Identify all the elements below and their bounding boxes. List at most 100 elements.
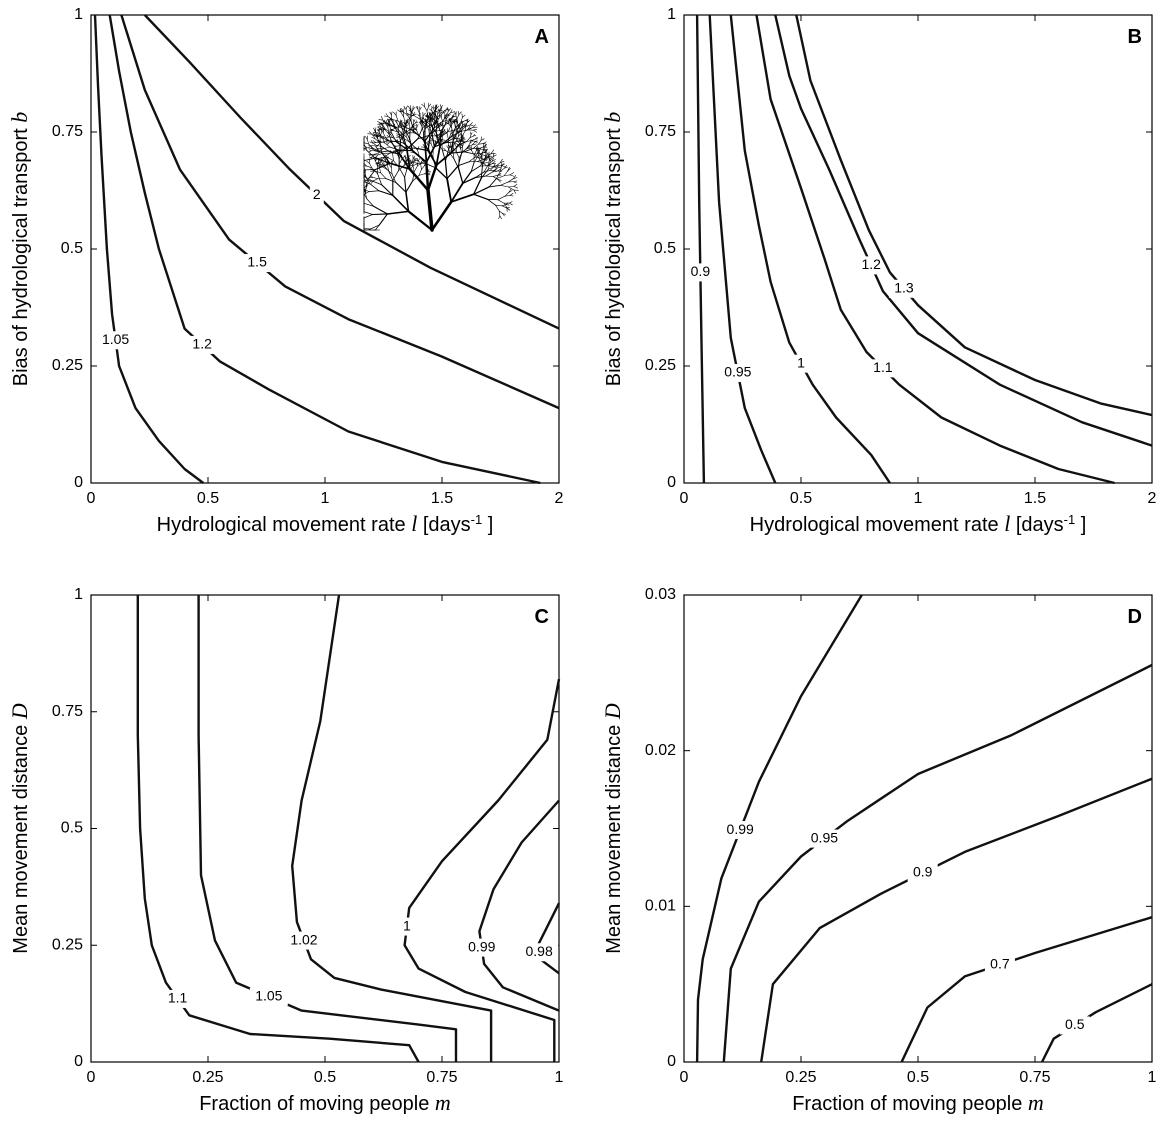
river-branch	[453, 130, 458, 132]
river-branch	[436, 132, 443, 137]
river-branch	[422, 143, 426, 148]
river-branch	[509, 172, 515, 176]
river-branch	[404, 167, 408, 178]
label-part: [days	[417, 514, 470, 536]
river-branch	[470, 161, 475, 173]
river-branch	[434, 139, 437, 145]
river-branch	[417, 128, 423, 140]
river-branch	[455, 144, 457, 148]
river-branch	[367, 139, 370, 145]
contour-label: 1.2	[192, 336, 212, 352]
river-branch	[436, 110, 438, 115]
river-branch	[452, 151, 455, 160]
river-branch	[434, 130, 442, 132]
river-branch	[389, 111, 392, 116]
river-branch	[375, 131, 377, 137]
plot-frame	[90, 14, 560, 484]
river-branch	[387, 126, 390, 135]
river-branch	[416, 129, 419, 136]
river-branch	[461, 142, 463, 147]
river-branch	[476, 147, 480, 151]
river-branch	[379, 142, 383, 153]
panel-label: B	[1128, 26, 1142, 48]
panel-label: D	[1128, 606, 1142, 628]
contour-line	[755, 14, 1115, 485]
river-branch	[381, 184, 394, 196]
contour-label-bg	[309, 186, 324, 205]
river-branch	[460, 126, 466, 132]
river-branch	[483, 144, 487, 148]
river-branch	[452, 133, 458, 142]
river-branch	[473, 193, 489, 200]
river-branch	[501, 204, 507, 207]
river-branch	[373, 148, 383, 153]
x-axis-label: Hydrological movement rate l [days-1 ]	[157, 511, 494, 536]
river-branch	[424, 140, 428, 164]
river-branch	[372, 177, 379, 179]
river-branch	[414, 146, 418, 151]
x-tick-label: 0.25	[785, 1069, 816, 1086]
river-branch	[503, 174, 511, 177]
river-branch	[460, 124, 463, 129]
river-branch	[450, 182, 464, 203]
river-branch	[405, 191, 410, 213]
river-branch	[420, 159, 423, 164]
river-branch	[430, 143, 434, 150]
river-branch	[439, 123, 443, 125]
river-branch	[363, 211, 373, 215]
river-branch	[487, 161, 493, 166]
river-branch	[478, 146, 484, 149]
river-branch	[424, 147, 430, 151]
river-branch	[483, 157, 489, 161]
river-branch	[498, 210, 503, 214]
river-branch	[458, 130, 462, 133]
river-branch	[483, 170, 491, 173]
river-branch	[493, 165, 498, 167]
river-branch	[472, 134, 476, 137]
river-branch	[421, 103, 425, 107]
river-branch	[432, 107, 436, 113]
river-branch	[446, 128, 448, 134]
contour-label: 1.02	[290, 931, 317, 947]
river-branch	[478, 143, 484, 145]
river-branch	[370, 140, 373, 144]
river-branch	[495, 204, 500, 212]
river-branch	[427, 172, 431, 175]
river-branch	[433, 110, 439, 114]
river-branch	[512, 177, 518, 180]
river-branch	[403, 126, 415, 132]
panel: 0 0.5 1 1.5 2 0 0.25 0.5 0.75 1 0.9 0.95 1 1.1 1.2 1.3 B…	[600, 6, 1157, 536]
river-branch	[387, 157, 394, 161]
river-branch	[469, 139, 472, 144]
river-branch	[387, 116, 393, 121]
x-tick-label: 1	[555, 1069, 564, 1086]
river-branch	[377, 173, 383, 186]
river-branch	[420, 161, 425, 164]
river-branch	[380, 140, 388, 143]
river-branch	[456, 144, 459, 148]
river-branch	[405, 131, 411, 140]
river-branch	[480, 165, 483, 179]
river-branch	[436, 112, 442, 119]
label-part: -1	[471, 512, 483, 527]
river-branch	[406, 114, 412, 121]
river-branch	[405, 109, 408, 115]
contour-label-bg	[187, 335, 218, 354]
river-branch	[399, 158, 403, 164]
river-branch	[504, 165, 507, 169]
river-branch	[403, 155, 406, 159]
river-branch	[471, 140, 476, 142]
river-branch	[444, 113, 446, 117]
river-branch	[366, 147, 374, 149]
x-tick-label: 1	[914, 490, 923, 507]
river-branch	[382, 166, 388, 170]
river-branch	[436, 115, 441, 123]
contour-label-bg	[242, 254, 273, 273]
river-branch	[483, 141, 487, 144]
contour-label: 1.1	[873, 359, 893, 375]
river-branch	[427, 113, 431, 118]
river-branch	[365, 177, 373, 182]
river-branch	[373, 178, 379, 182]
river-branch	[434, 126, 439, 132]
label-part: m	[435, 1090, 451, 1115]
